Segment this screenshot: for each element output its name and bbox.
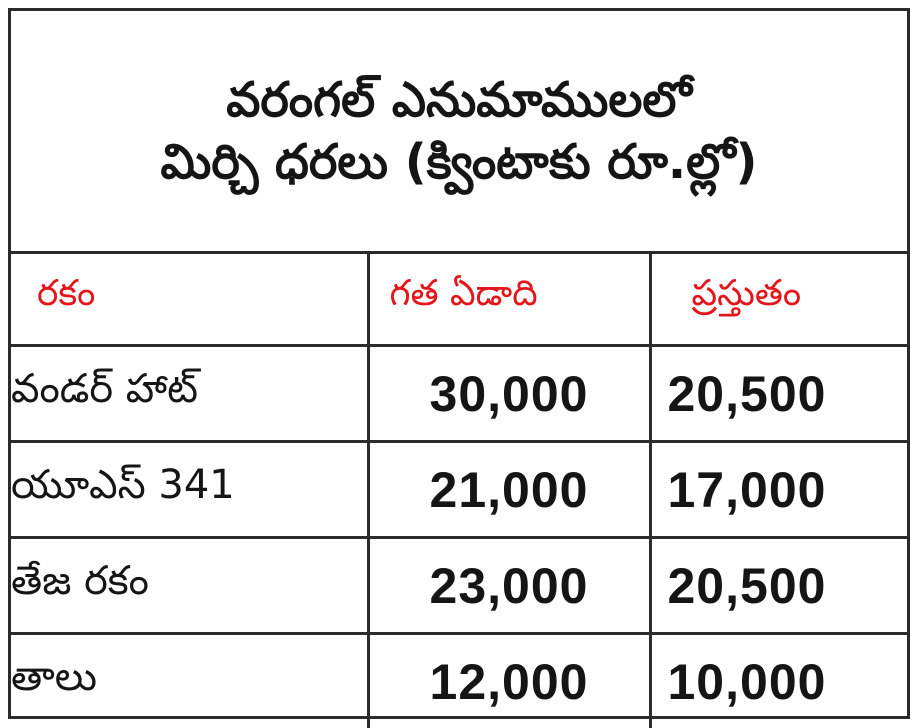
last-year-price: 12,000 bbox=[368, 634, 650, 728]
title-line-1: వరంగల్ ఎనుమాములలో bbox=[226, 69, 692, 131]
variety-cell: వండర్ హాట్ bbox=[11, 346, 368, 442]
last-year-price: 21,000 bbox=[368, 442, 650, 538]
last-year-price: 23,000 bbox=[368, 538, 650, 634]
header-variety: రకం bbox=[11, 251, 368, 346]
price-table-frame: వరంగల్ ఎనుమాములలో మిర్చి ధరలు (క్వింటాకు… bbox=[8, 8, 910, 719]
table-row: తాలు 12,000 10,000 bbox=[11, 634, 907, 728]
chilli-price-table: రకం గత ఏడాది ప్రస్తుతం వండర్ హాట్ 30,000… bbox=[11, 251, 907, 728]
variety-cell: తాలు bbox=[11, 634, 368, 728]
header-current: ప్రస్తుతం bbox=[650, 251, 907, 346]
table-row: వండర్ హాట్ 30,000 20,500 bbox=[11, 346, 907, 442]
variety-cell: యూఎస్ 341 bbox=[11, 442, 368, 538]
title-line-2: మిర్చి ధరలు (క్వింటాకు రూ.ల్లో) bbox=[161, 131, 758, 193]
current-price: 17,000 bbox=[650, 442, 907, 538]
header-last-year: గత ఏడాది bbox=[368, 251, 650, 346]
last-year-price: 30,000 bbox=[368, 346, 650, 442]
current-price: 20,500 bbox=[650, 538, 907, 634]
table-title: వరంగల్ ఎనుమాములలో మిర్చి ధరలు (క్వింటాకు… bbox=[11, 11, 907, 254]
current-price: 20,500 bbox=[650, 346, 907, 442]
table-row: యూఎస్ 341 21,000 17,000 bbox=[11, 442, 907, 538]
table-header-row: రకం గత ఏడాది ప్రస్తుతం bbox=[11, 251, 907, 346]
current-price: 10,000 bbox=[650, 634, 907, 728]
table-row: తేజ రకం 23,000 20,500 bbox=[11, 538, 907, 634]
variety-cell: తేజ రకం bbox=[11, 538, 368, 634]
